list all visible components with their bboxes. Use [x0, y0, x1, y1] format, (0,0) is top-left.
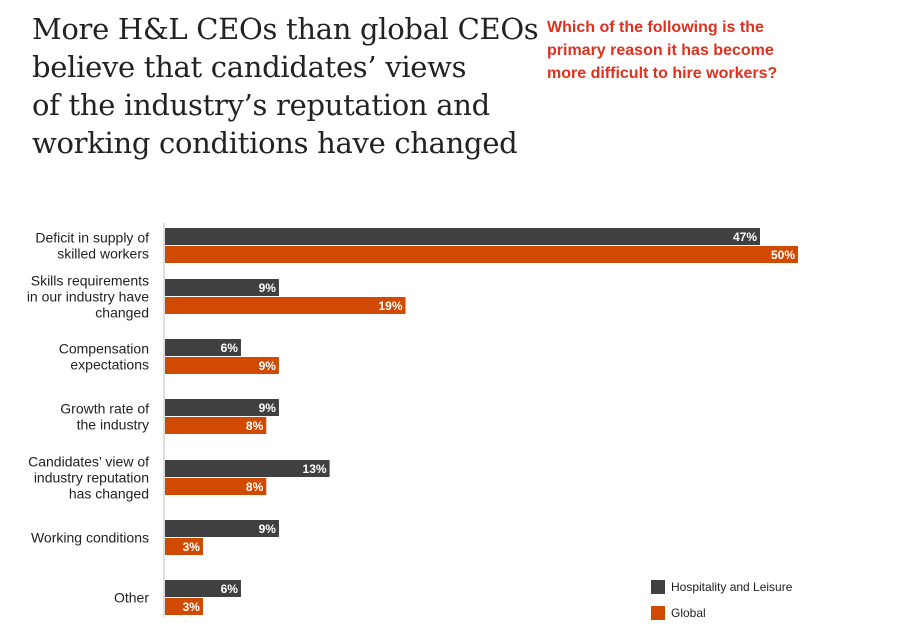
data-label-hospitality: 9% [259, 401, 277, 415]
bar-hospitality [165, 279, 279, 296]
data-label-hospitality: 47% [733, 230, 757, 244]
category-label: in our industry have [27, 289, 149, 305]
data-label-global: 3% [183, 600, 201, 614]
title-line: believe that candidates’ views [32, 50, 467, 84]
title-line: working conditions have changed [32, 126, 518, 160]
category-label: Working conditions [31, 530, 149, 546]
category-label: the industry [77, 417, 149, 433]
data-label-global: 3% [183, 540, 201, 554]
category-label: Growth rate of [60, 401, 149, 417]
bar-global [165, 246, 798, 263]
legend-label-hospitality: Hospitality and Leisure [671, 580, 793, 594]
question-line: more difficult to hire workers? [547, 65, 778, 82]
bar-hospitality [165, 460, 330, 477]
data-label-hospitality: 6% [221, 582, 239, 596]
question-line: primary reason it has become [547, 42, 774, 59]
bar-global [165, 297, 406, 314]
data-label-global: 8% [246, 419, 264, 433]
legend-item-global: Global [651, 600, 792, 626]
category-label: industry reputation [34, 470, 149, 486]
data-label-hospitality: 13% [303, 462, 327, 476]
data-label-hospitality: 6% [221, 341, 239, 355]
legend-item-hospitality: Hospitality and Leisure [651, 574, 792, 600]
bar-global [165, 478, 267, 495]
data-label-global: 9% [259, 359, 277, 373]
category-label: Other [114, 590, 149, 606]
chart-title: More H&L CEOs than global CEOs believe t… [32, 10, 539, 162]
bar-hospitality [165, 228, 761, 245]
data-label-global: 50% [771, 248, 795, 262]
data-label-hospitality: 9% [259, 281, 277, 295]
category-label: Compensation [59, 341, 149, 357]
legend-swatch-global [651, 606, 665, 620]
bar-global [165, 357, 279, 374]
question-line: Which of the following is the [547, 19, 764, 36]
bar-global [165, 417, 267, 434]
bar-hospitality [165, 520, 279, 537]
bar-global [165, 598, 203, 615]
legend-swatch-hospitality [651, 580, 665, 594]
survey-question: Which of the following is the primary re… [547, 16, 847, 85]
legend: Hospitality and Leisure Global [651, 574, 792, 626]
bar-hospitality [165, 399, 279, 416]
data-label-global: 19% [379, 299, 403, 313]
category-label: expectations [70, 357, 149, 373]
data-label-global: 8% [246, 480, 264, 494]
category-label: Candidates’ view of [28, 454, 149, 470]
legend-label-global: Global [671, 606, 706, 620]
category-label: changed [95, 305, 149, 321]
category-label: Skills requirements [31, 273, 149, 289]
category-label: skilled workers [57, 246, 149, 262]
bar-hospitality [165, 580, 241, 597]
bar-hospitality [165, 339, 241, 356]
category-label: Deficit in supply of [35, 230, 149, 246]
category-label: has changed [69, 486, 149, 502]
title-line: of the industry’s reputation and [32, 88, 490, 122]
bar-global [165, 538, 203, 555]
data-label-hospitality: 9% [259, 522, 277, 536]
title-line: More H&L CEOs than global CEOs [32, 12, 539, 46]
